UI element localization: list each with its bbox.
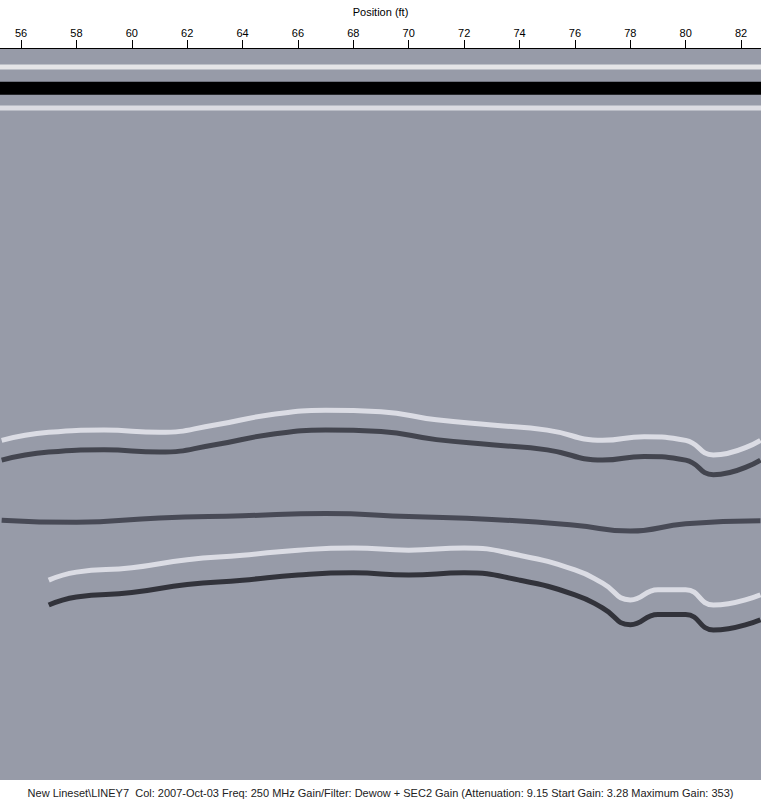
svg-text:74: 74	[513, 27, 525, 39]
svg-text:78: 78	[624, 27, 636, 39]
svg-text:64: 64	[236, 27, 248, 39]
svg-text:60: 60	[126, 27, 138, 39]
svg-text:62: 62	[181, 27, 193, 39]
svg-text:New Lineset\LINEY7 Col: 2007-: New Lineset\LINEY7 Col: 2007-Oct-03 Freq…	[28, 787, 734, 799]
svg-text:70: 70	[403, 27, 415, 39]
svg-text:68: 68	[347, 27, 359, 39]
svg-text:58: 58	[70, 27, 82, 39]
svg-text:82: 82	[735, 27, 747, 39]
svg-text:72: 72	[458, 27, 470, 39]
svg-text:56: 56	[15, 27, 27, 39]
svg-text:76: 76	[569, 27, 581, 39]
svg-text:66: 66	[292, 27, 304, 39]
svg-text:Position (ft): Position (ft)	[353, 6, 409, 18]
svg-text:80: 80	[680, 27, 692, 39]
